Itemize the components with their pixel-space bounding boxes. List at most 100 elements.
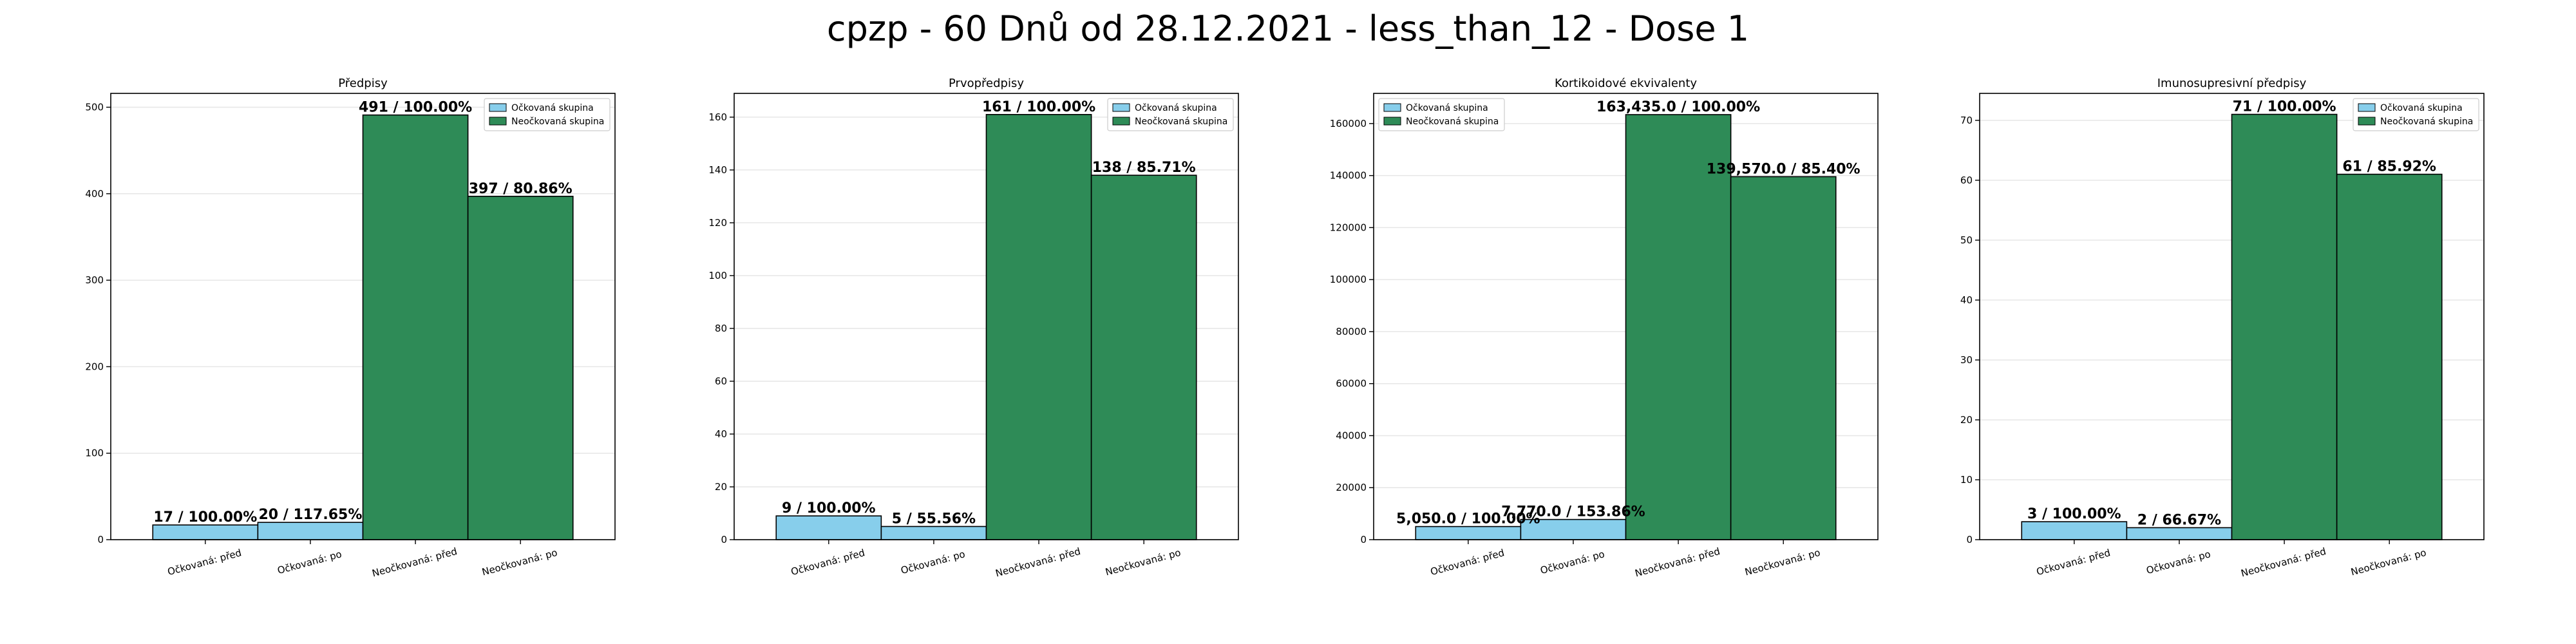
bar bbox=[2336, 173, 2443, 540]
bar-value-label: 163,435.0 / 100.00% bbox=[1596, 99, 1760, 115]
bar-value-label: 5,050.0 / 100.00% bbox=[1396, 511, 1540, 527]
legend-label: Neočkovaná skupina bbox=[1406, 117, 1499, 127]
chart-title: Kortikoidové ekvivalenty bbox=[1555, 77, 1697, 90]
y-tick-label: 140000 bbox=[1330, 170, 1367, 182]
legend-label: Očkovaná skupina bbox=[2380, 103, 2463, 113]
bar bbox=[2126, 527, 2233, 540]
bar bbox=[1415, 526, 1522, 540]
y-tick-label: 100000 bbox=[1330, 274, 1367, 285]
y-tick-label: 140 bbox=[708, 164, 727, 176]
x-tick-label: Neočkovaná: po bbox=[2349, 547, 2427, 578]
chart-title: Imunosupresivní předpisy bbox=[2157, 77, 2307, 90]
y-tick-label: 20000 bbox=[1336, 482, 1367, 493]
y-tick-label: 300 bbox=[85, 274, 104, 286]
bar-value-label: 9 / 100.00% bbox=[782, 500, 876, 516]
x-tick-label: Očkovaná: před bbox=[790, 547, 866, 578]
chart-panel-2: 9 / 100.00% 5 / 55.56% 161 / 100.00% 138 / … bbox=[708, 77, 1239, 580]
legend-swatch bbox=[489, 103, 507, 112]
legend-box bbox=[1378, 98, 1505, 131]
y-tick-label: 40000 bbox=[1336, 430, 1367, 441]
axes-frame bbox=[734, 93, 1239, 540]
y-tick-label: 0 bbox=[721, 534, 727, 545]
legend-swatch bbox=[2358, 117, 2376, 126]
y-tick-label: 60 bbox=[1960, 175, 1973, 186]
legend-swatch bbox=[1383, 103, 1401, 112]
legend-swatch bbox=[489, 117, 507, 126]
y-tick-label: 100 bbox=[85, 448, 104, 459]
bar-value-label: 17 / 100.00% bbox=[153, 509, 257, 526]
y-tick-label: 80 bbox=[715, 323, 727, 334]
bar bbox=[1090, 175, 1197, 540]
legend-swatch bbox=[2358, 103, 2376, 112]
x-tick-label: Očkovaná: před bbox=[2035, 547, 2112, 578]
bar bbox=[1730, 176, 1837, 540]
y-tick-label: 0 bbox=[1966, 534, 1973, 545]
axes-frame bbox=[110, 93, 616, 540]
bar bbox=[775, 515, 882, 540]
y-tick-label: 60 bbox=[715, 375, 727, 387]
legend-label: Očkovaná skupina bbox=[511, 103, 594, 113]
bar-value-label: 139,570.0 / 85.40% bbox=[1707, 161, 1861, 177]
bar-value-label: 61 / 85.92% bbox=[2342, 159, 2436, 175]
bar-value-label: 3 / 100.00% bbox=[2027, 506, 2121, 522]
y-tick-label: 200 bbox=[85, 361, 104, 372]
y-tick-label: 0 bbox=[97, 534, 104, 545]
bar bbox=[880, 526, 987, 540]
x-tick-label: Neočkovaná: před bbox=[994, 545, 1082, 580]
chart-panel-4: 3 / 100.00% 2 / 66.67% 71 / 100.00% 61 / 85… bbox=[1960, 77, 2485, 580]
legend-label: Neočkovaná skupina bbox=[2380, 117, 2473, 127]
y-tick-label: 120 bbox=[708, 217, 727, 229]
chart-panel-3: 5,050.0 / 100.00%7,770.0 / 153.86% 163,43… bbox=[1330, 77, 1879, 580]
chart-title: Prvopředpisy bbox=[949, 77, 1024, 90]
legend-box bbox=[1107, 98, 1234, 131]
x-tick-label: Očkovaná: před bbox=[1429, 547, 1506, 578]
y-tick-label: 20 bbox=[1960, 414, 1973, 426]
y-tick-label: 500 bbox=[85, 101, 104, 113]
x-tick-label: Očkovaná: před bbox=[166, 547, 243, 578]
bar-value-label: 138 / 85.71% bbox=[1092, 160, 1196, 176]
y-tick-label: 80000 bbox=[1336, 326, 1367, 337]
x-tick-label: Očkovaná: po bbox=[900, 548, 967, 576]
y-tick-label: 40 bbox=[715, 428, 727, 440]
legend-swatch bbox=[1112, 103, 1130, 112]
x-tick-label: Neočkovaná: před bbox=[1634, 545, 1721, 580]
y-tick-label: 0 bbox=[1360, 534, 1367, 545]
legend-box bbox=[2353, 98, 2479, 131]
legend-label: Neočkovaná skupina bbox=[511, 117, 604, 127]
bar bbox=[1625, 114, 1732, 540]
x-tick-label: Neočkovaná: po bbox=[1743, 547, 1821, 578]
x-tick-label: Neočkovaná: po bbox=[480, 547, 558, 578]
x-tick-label: Neočkovaná: po bbox=[1104, 547, 1182, 578]
y-tick-label: 60000 bbox=[1336, 378, 1367, 390]
x-tick-label: Neočkovaná: před bbox=[371, 545, 459, 580]
bar-value-label: 5 / 55.56% bbox=[892, 511, 976, 527]
axes-frame bbox=[1373, 93, 1879, 540]
bar-value-label: 2 / 66.67% bbox=[2137, 512, 2221, 528]
figure-title: cpzp - 60 Dnů od 28.12.2021 - less_than_… bbox=[826, 8, 1750, 49]
legend-label: Očkovaná skupina bbox=[1135, 103, 1217, 113]
bar-value-label: 491 / 100.00% bbox=[359, 100, 472, 116]
bar bbox=[2231, 113, 2338, 540]
chart-title: Předpisy bbox=[338, 77, 388, 90]
bar bbox=[152, 524, 259, 540]
x-tick-label: Očkovaná: po bbox=[1539, 548, 1606, 576]
bar-value-label: 161 / 100.00% bbox=[982, 99, 1095, 115]
y-tick-label: 70 bbox=[1960, 115, 1973, 126]
y-tick-label: 160 bbox=[708, 111, 727, 123]
axes-frame bbox=[1979, 93, 2485, 540]
y-tick-label: 40 bbox=[1960, 294, 1973, 306]
x-tick-label: Očkovaná: po bbox=[276, 548, 343, 576]
y-tick-label: 20 bbox=[715, 481, 727, 493]
y-tick-label: 120000 bbox=[1330, 222, 1367, 233]
bar bbox=[1520, 518, 1627, 540]
bar bbox=[2021, 521, 2128, 540]
legend-swatch bbox=[1112, 117, 1130, 126]
y-tick-label: 400 bbox=[85, 188, 104, 200]
y-tick-label: 30 bbox=[1960, 354, 1973, 366]
legend-label: Neočkovaná skupina bbox=[1135, 117, 1227, 127]
y-tick-label: 50 bbox=[1960, 234, 1973, 246]
bar bbox=[362, 114, 469, 540]
x-tick-label: Neočkovaná: před bbox=[2240, 545, 2327, 580]
legend-label: Očkovaná skupina bbox=[1406, 103, 1488, 113]
